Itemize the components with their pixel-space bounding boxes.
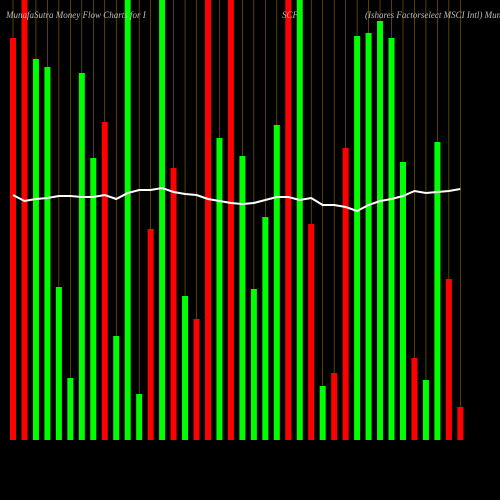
bar — [399, 162, 406, 440]
bar — [365, 33, 372, 440]
bar — [170, 168, 177, 440]
chart-subtitle: (Ishares Factorselect MSCI Intl) MunafaS… — [365, 10, 500, 20]
bar — [342, 148, 349, 440]
bar — [78, 73, 85, 440]
bar — [434, 142, 441, 440]
bar — [10, 38, 16, 440]
bar — [159, 0, 166, 440]
bar — [55, 287, 62, 440]
ticker: SCF — [282, 10, 299, 20]
bar — [331, 373, 338, 440]
bar — [308, 224, 315, 440]
bar — [273, 125, 280, 440]
bar — [354, 36, 361, 440]
bar — [457, 407, 464, 440]
bar — [285, 0, 292, 440]
bar — [239, 156, 246, 440]
bar — [113, 336, 120, 440]
chart-title: MunafaSutra Money Flow Charts for I — [5, 10, 147, 20]
bar — [67, 378, 74, 440]
bar — [44, 67, 51, 440]
bar — [262, 217, 269, 440]
trend-line — [12, 186, 461, 213]
bar — [124, 0, 131, 440]
bar — [445, 279, 452, 440]
bar — [182, 296, 189, 440]
bar — [319, 386, 326, 440]
bar — [296, 0, 303, 440]
bar — [21, 0, 28, 440]
bar — [250, 289, 257, 440]
bar — [377, 21, 384, 440]
bar — [101, 122, 108, 440]
bar — [147, 229, 154, 440]
bar — [193, 319, 200, 440]
bar — [388, 38, 395, 440]
bar — [216, 138, 223, 440]
bar — [136, 394, 143, 440]
bar — [422, 380, 429, 440]
bar — [227, 0, 234, 440]
bar — [32, 59, 39, 440]
bar — [204, 0, 211, 440]
bar — [90, 158, 97, 440]
bar — [411, 358, 418, 440]
